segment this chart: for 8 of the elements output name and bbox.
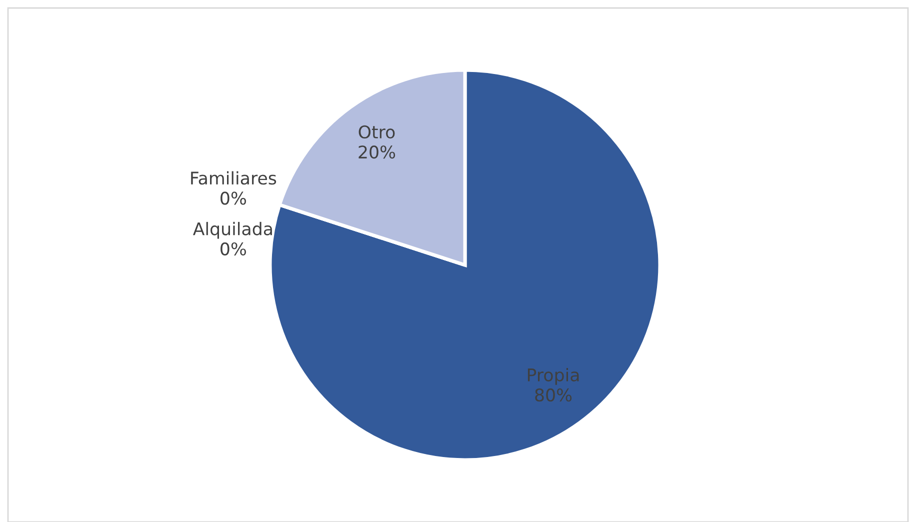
slice-label: Propia — [528, 368, 579, 385]
category-label: Alquilada — [192, 222, 272, 239]
text: 0% — [220, 192, 246, 205]
text: 0% — [220, 242, 246, 256]
slice-label: Otro — [358, 125, 395, 139]
category-label: Familiares — [191, 171, 276, 185]
data-label: 80% — [535, 388, 572, 402]
data-label: 20% — [358, 145, 396, 159]
